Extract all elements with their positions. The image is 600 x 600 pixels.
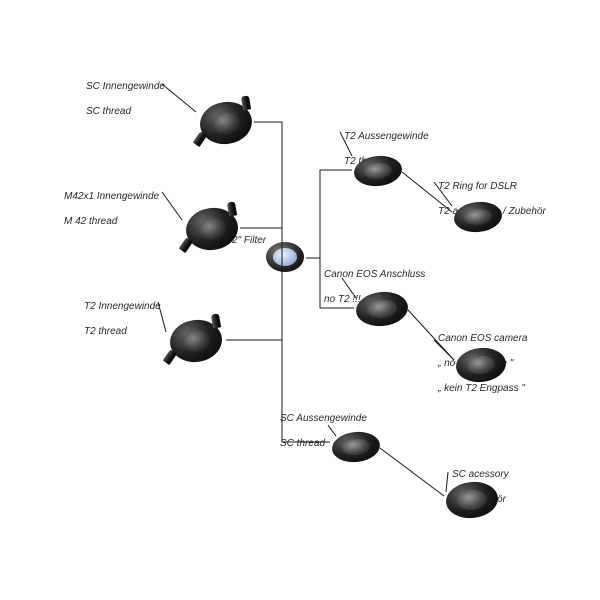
text: Canon EOS Anschluss — [324, 269, 425, 280]
text: 2" Filter — [232, 235, 266, 246]
text: T2 Aussengewinde — [344, 131, 429, 142]
thumbscrew-icon — [227, 201, 237, 216]
text: SC Aussengewinde — [280, 413, 367, 424]
thumbscrew-icon — [193, 131, 208, 147]
text: SC thread — [280, 438, 325, 449]
filter-icon — [266, 242, 304, 272]
text: T2 Innengewinde — [84, 301, 161, 312]
label-sc-inner: SC Innengewinde SC thread — [86, 68, 165, 118]
text: no T2 !!! — [324, 294, 361, 305]
text: M 42 thread — [64, 216, 117, 227]
thumbscrew-icon — [179, 237, 194, 253]
thumbscrew-icon — [241, 95, 251, 110]
label-m42-inner: M42x1 Innengewinde M 42 thread — [64, 178, 159, 228]
text: T2 Ring for DSLR — [438, 181, 517, 192]
text: Canon EOS camera — [438, 333, 528, 344]
text: M42x1 Innengewinde — [64, 191, 159, 202]
label-t2-inner: T2 Innengewinde T2 thread — [84, 288, 161, 338]
diagram-container: SC Innengewinde SC thread M42x1 Innengew… — [40, 40, 560, 560]
text: „ kein T2 Engpass " — [438, 383, 525, 394]
text: SC acessory — [452, 469, 509, 480]
text: T2 thread — [84, 326, 127, 337]
text: SC thread — [86, 106, 131, 117]
text: SC Innengewinde — [86, 81, 165, 92]
thumbscrew-icon — [163, 349, 178, 365]
thumbscrew-icon — [211, 313, 221, 328]
